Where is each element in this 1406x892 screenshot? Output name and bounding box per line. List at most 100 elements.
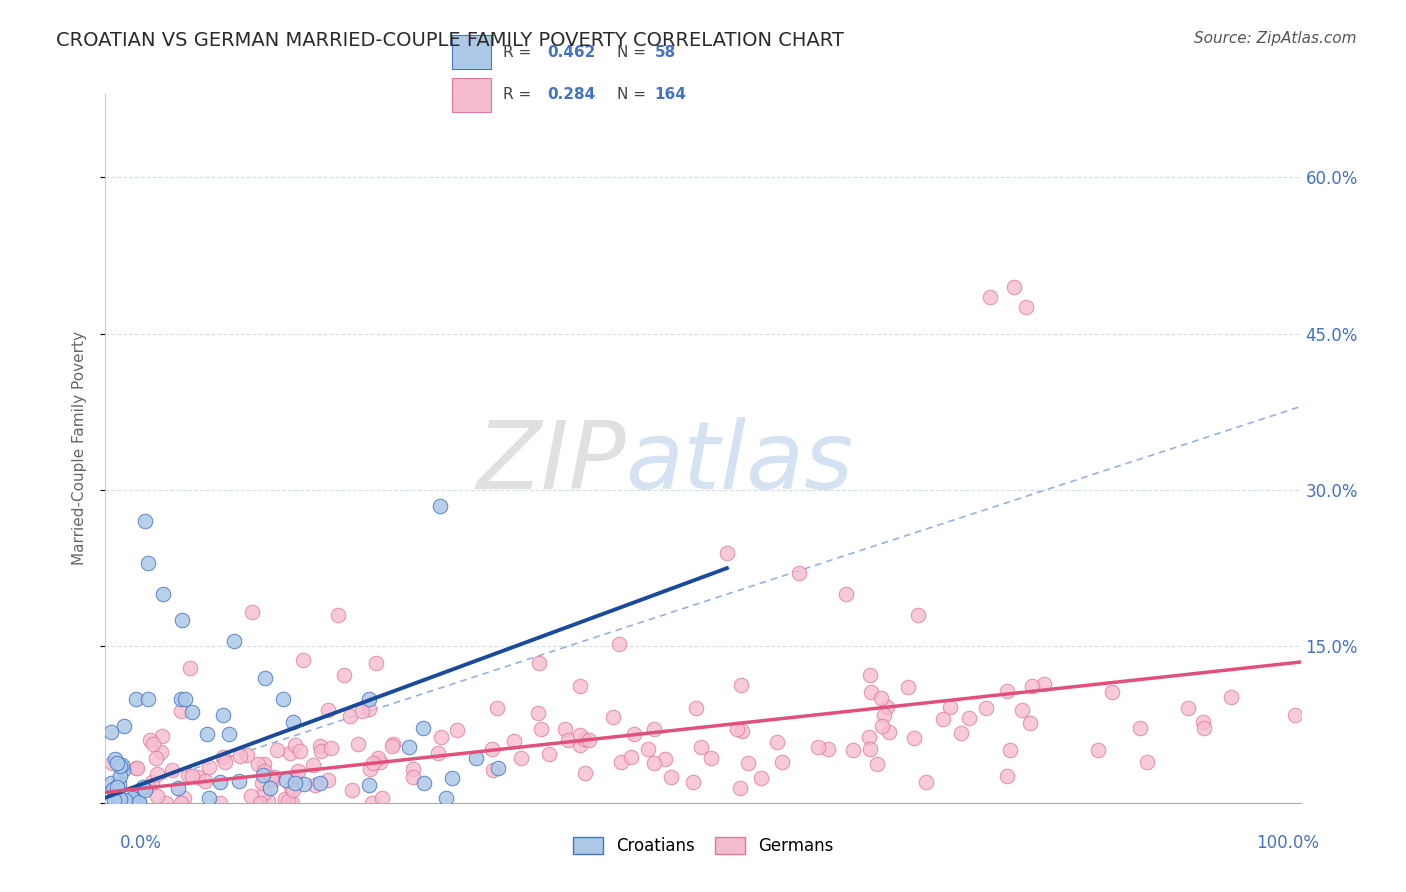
Point — [1177, 701, 1199, 715]
Point — [208, 775, 231, 789]
Point — [108, 769, 131, 783]
Point — [682, 775, 704, 789]
Text: CROATIAN VS GERMAN MARRIED-COUPLE FAMILY POVERTY CORRELATION CHART: CROATIAN VS GERMAN MARRIED-COUPLE FAMILY… — [56, 31, 844, 50]
Point — [142, 738, 165, 752]
Point — [749, 771, 772, 785]
Point — [125, 761, 148, 775]
Point — [412, 721, 434, 735]
Point — [381, 737, 404, 751]
Point — [503, 733, 526, 747]
Bar — [451, 35, 491, 69]
Point — [103, 793, 125, 807]
Point — [569, 738, 592, 752]
Point — [253, 756, 276, 771]
Point — [568, 679, 591, 693]
Point — [537, 747, 560, 761]
Point — [125, 691, 148, 706]
Point — [138, 780, 160, 794]
Point — [309, 744, 332, 758]
Point — [134, 514, 156, 528]
Point — [253, 764, 276, 778]
Point — [309, 739, 332, 753]
Point — [150, 729, 173, 743]
Point — [371, 790, 394, 805]
Point — [197, 760, 219, 774]
Point — [262, 773, 284, 788]
Point — [167, 780, 190, 795]
Point — [274, 792, 297, 806]
Point — [1002, 279, 1025, 293]
Point — [139, 733, 162, 747]
Point — [128, 796, 150, 810]
Point — [352, 704, 374, 718]
Point — [125, 789, 148, 804]
Point — [903, 731, 925, 746]
Point — [441, 771, 464, 785]
Point — [1129, 722, 1152, 736]
Point — [610, 756, 633, 770]
Point — [574, 766, 596, 780]
Point — [842, 743, 865, 757]
Point — [554, 723, 576, 737]
Point — [101, 756, 124, 770]
Point — [179, 661, 201, 675]
Text: 58: 58 — [655, 45, 676, 60]
Point — [134, 783, 156, 797]
Point — [108, 792, 131, 806]
Point — [1101, 684, 1123, 698]
Point — [181, 769, 204, 783]
Point — [607, 637, 630, 651]
Point — [187, 770, 209, 784]
Point — [170, 704, 193, 718]
Point — [787, 566, 810, 581]
Point — [224, 634, 246, 648]
Point — [107, 780, 129, 794]
Point — [321, 740, 343, 755]
Point — [859, 668, 882, 682]
Point — [292, 653, 315, 667]
Point — [381, 739, 404, 753]
Point — [1032, 676, 1054, 690]
Point — [860, 685, 883, 699]
Point — [284, 772, 307, 787]
Point — [557, 733, 579, 747]
Point — [301, 757, 323, 772]
Point — [259, 780, 281, 795]
Point — [124, 761, 146, 775]
Point — [131, 780, 153, 794]
Point — [277, 794, 299, 808]
Point — [340, 782, 363, 797]
Point — [197, 791, 219, 805]
Point — [367, 751, 389, 765]
Point — [145, 751, 167, 765]
Point — [1019, 715, 1042, 730]
Point — [429, 499, 451, 513]
Point — [620, 750, 643, 764]
Point — [637, 741, 659, 756]
Text: R =: R = — [503, 87, 537, 102]
Point — [870, 691, 893, 706]
Point — [730, 678, 752, 692]
Point — [240, 789, 263, 804]
Point — [318, 702, 340, 716]
Point — [359, 778, 381, 792]
Point — [292, 777, 315, 791]
Point — [602, 710, 624, 724]
Point — [281, 714, 304, 729]
Text: 0.284: 0.284 — [547, 87, 595, 102]
Point — [108, 777, 131, 791]
Point — [155, 796, 177, 810]
Text: 100.0%: 100.0% — [1256, 834, 1319, 852]
Point — [932, 712, 955, 726]
Point — [1192, 714, 1215, 729]
Point — [136, 691, 159, 706]
Point — [260, 772, 283, 786]
Point — [430, 730, 453, 744]
Point — [257, 794, 280, 808]
Point — [173, 791, 195, 805]
Point — [402, 770, 425, 784]
Point — [209, 796, 232, 810]
Point — [141, 775, 163, 789]
Point — [281, 782, 304, 797]
Point — [170, 691, 193, 706]
